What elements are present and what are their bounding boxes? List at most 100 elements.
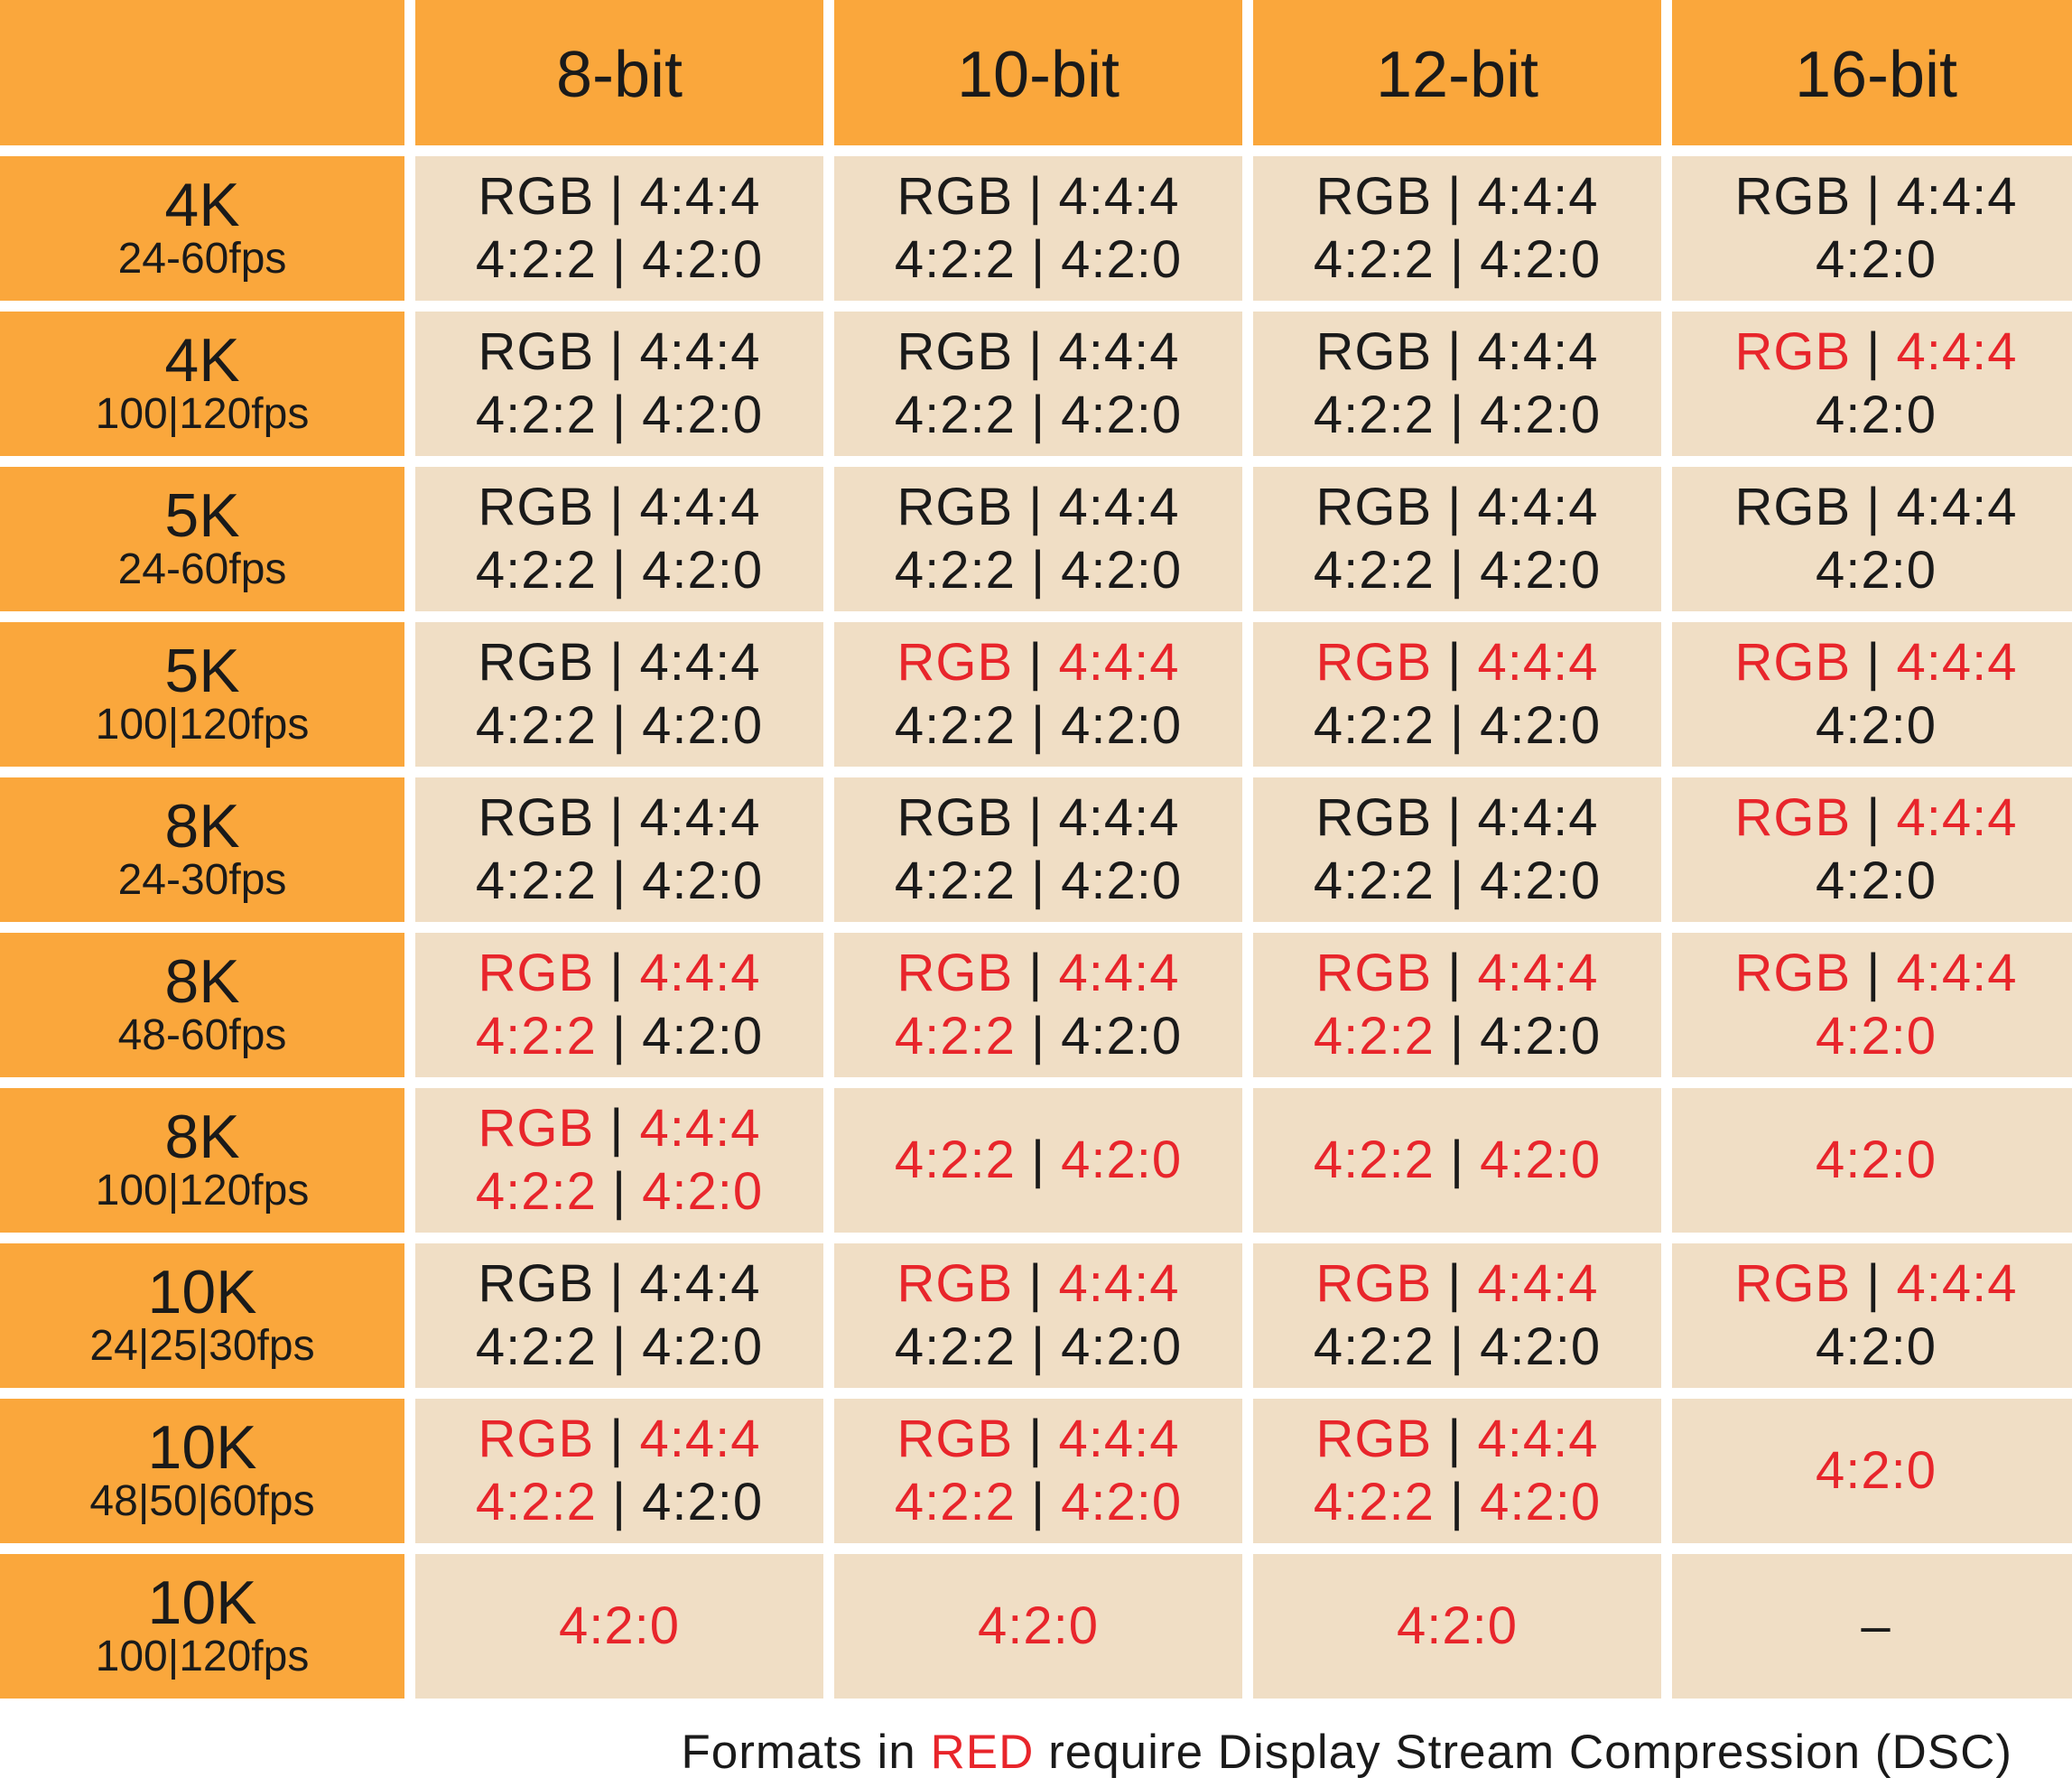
format-text: RGB | 4:4:4 <box>897 322 1180 381</box>
format-text-dsc: 4:2:2 <box>1313 1131 1435 1189</box>
format-text-dsc: 4:2:2 <box>894 1007 1016 1066</box>
format-cell-8-bit: RGB | 4:4:4 4:2:2 | 4:2:0 <box>415 622 823 767</box>
format-line: 4:2:2 | 4:2:0 <box>895 694 1182 758</box>
format-text-dsc: RGB <box>897 633 1014 692</box>
format-text: | <box>596 1162 643 1221</box>
format-cell-12-bit: 4:2:2 | 4:2:0 <box>1253 1088 1661 1233</box>
format-line: 4:2:2 | 4:2:0 <box>895 384 1182 447</box>
format-cell-10-bit: 4:2:0 <box>834 1554 1242 1699</box>
format-line: RGB | 4:4:4 <box>897 321 1180 384</box>
format-cell-10-bit: RGB | 4:4:4 4:2:2 | 4:2:0 <box>834 1243 1242 1388</box>
format-line: 4:2:2 | 4:2:0 <box>895 1005 1182 1068</box>
format-text: RGB | 4:4:4 <box>478 1254 761 1313</box>
format-text-dsc: RGB <box>897 1254 1014 1313</box>
format-text-dsc: 4:4:4 <box>1896 788 2018 847</box>
format-text: 4:2:2 | 4:2:0 <box>475 541 764 600</box>
format-line: 4:2:2 | 4:2:0 <box>476 1316 763 1379</box>
format-text: RGB | 4:4:4 <box>897 788 1180 847</box>
format-text-dsc: RGB <box>1315 1410 1433 1468</box>
format-cell-12-bit: RGB | 4:4:4 4:2:2 | 4:2:0 <box>1253 1399 1661 1543</box>
format-text: 4:2:2 | 4:2:0 <box>1313 541 1602 600</box>
format-line: RGB | 4:4:4 <box>1316 1408 1599 1471</box>
format-cell-16-bit: RGB | 4:4:4 4:2:0 <box>1672 622 2072 767</box>
format-line: RGB | 4:4:4 <box>897 786 1180 850</box>
format-text: | <box>594 1099 640 1158</box>
format-cell-16-bit: – <box>1672 1554 2072 1699</box>
format-text: | 4:2:0 <box>1015 1007 1183 1066</box>
format-line: RGB | 4:4:4 <box>897 165 1180 228</box>
format-line: RGB | 4:4:4 <box>479 942 761 1005</box>
format-line: 4:2:2 | 4:2:0 <box>476 1471 763 1534</box>
format-line: 4:2:2 | 4:2:0 <box>1314 384 1601 447</box>
format-cell-8-bit: RGB | 4:4:4 4:2:2 | 4:2:0 <box>415 467 823 611</box>
format-line: 4:2:2 | 4:2:0 <box>895 1129 1182 1192</box>
format-cell-12-bit: RGB | 4:4:4 4:2:2 | 4:2:0 <box>1253 156 1661 301</box>
format-text: RGB | 4:4:4 <box>1315 167 1599 226</box>
format-text: RGB | 4:4:4 <box>1734 478 2018 536</box>
format-text-dsc: 4:2:0 <box>1061 1473 1183 1531</box>
format-text-dsc: 4:4:4 <box>1477 1410 1599 1468</box>
format-text-dsc: 4:4:4 <box>1896 1254 2018 1313</box>
format-cell-10-bit: RGB | 4:4:4 4:2:2 | 4:2:0 <box>834 312 1242 456</box>
row-framerate: 24|25|30fps <box>89 1322 315 1370</box>
format-cell-10-bit: RGB | 4:4:4 4:2:2 | 4:2:0 <box>834 156 1242 301</box>
format-cell-16-bit: 4:2:0 <box>1672 1088 2072 1233</box>
format-text-dsc: 4:4:4 <box>1058 1254 1180 1313</box>
format-text: | 4:2:0 <box>596 1007 764 1066</box>
format-text-dsc: 4:4:4 <box>639 944 761 1002</box>
format-text: 4:2:2 | 4:2:0 <box>894 541 1183 600</box>
row-header: 8K 100|120fps <box>0 1088 404 1233</box>
format-text-dsc: RGB <box>897 944 1014 1002</box>
format-text: 4:2:0 <box>1816 1317 1937 1376</box>
format-text: 4:2:2 | 4:2:0 <box>475 852 764 910</box>
format-line: 4:2:2 | 4:2:0 <box>476 1005 763 1068</box>
format-line: RGB | 4:4:4 <box>1316 942 1599 1005</box>
format-line: RGB | 4:4:4 <box>479 1408 761 1471</box>
format-cell-8-bit: 4:2:0 <box>415 1554 823 1699</box>
format-line: 4:2:2 | 4:2:0 <box>476 384 763 447</box>
format-text: | <box>1013 944 1059 1002</box>
format-text: | <box>1015 1131 1062 1189</box>
row-header: 4K 100|120fps <box>0 312 404 456</box>
format-text: RGB | 4:4:4 <box>478 478 761 536</box>
format-line: 4:2:2 | 4:2:0 <box>476 850 763 913</box>
format-line: RGB | 4:4:4 <box>1316 786 1599 850</box>
row-framerate: 48|50|60fps <box>89 1477 315 1525</box>
format-line: 4:2:2 | 4:2:0 <box>895 1471 1182 1534</box>
format-text-dsc: 4:4:4 <box>1477 633 1599 692</box>
format-text-dsc: 4:2:0 <box>1480 1473 1602 1531</box>
format-text-dsc: 4:2:0 <box>559 1596 680 1655</box>
format-line: RGB | 4:4:4 <box>479 165 761 228</box>
format-cell-8-bit: RGB | 4:4:4 4:2:2 | 4:2:0 <box>415 777 823 922</box>
format-line: 4:2:0 <box>1816 539 1937 602</box>
format-support-table: 8-bit 10-bit 12-bit 16-bit 4K 24-60fps RGB… <box>0 0 2072 1699</box>
format-line: RGB | 4:4:4 <box>479 1097 761 1160</box>
format-line: 4:2:2 | 4:2:0 <box>476 228 763 292</box>
format-line: 4:2:2 | 4:2:0 <box>1314 228 1601 292</box>
format-line: 4:2:0 <box>1816 1129 1937 1192</box>
format-line: 4:2:2 | 4:2:0 <box>476 539 763 602</box>
format-line: 4:2:2 | 4:2:0 <box>476 1160 763 1224</box>
row-framerate: 24-60fps <box>117 235 287 283</box>
row-header: 4K 24-60fps <box>0 156 404 301</box>
format-text: 4:2:2 | 4:2:0 <box>894 230 1183 289</box>
format-text-dsc: 4:2:0 <box>642 1162 764 1221</box>
format-cell-10-bit: 4:2:2 | 4:2:0 <box>834 1088 1242 1233</box>
format-line: 4:2:2 | 4:2:0 <box>895 228 1182 292</box>
format-text-dsc: 4:2:0 <box>1816 1007 1937 1066</box>
format-text: | <box>1013 1410 1059 1468</box>
format-line: 4:2:0 <box>1816 850 1937 913</box>
format-text: | <box>1851 944 1897 1002</box>
format-text: 4:2:2 | 4:2:0 <box>894 852 1183 910</box>
format-cell-16-bit: RGB | 4:4:4 4:2:0 <box>1672 312 2072 456</box>
format-text-dsc: 4:2:2 <box>475 1162 597 1221</box>
format-line: 4:2:0 <box>1816 228 1937 292</box>
format-cell-10-bit: RGB | 4:4:4 4:2:2 | 4:2:0 <box>834 1399 1242 1543</box>
format-text: 4:2:2 | 4:2:0 <box>475 230 764 289</box>
format-text-dsc: 4:4:4 <box>1896 633 2018 692</box>
row-framerate: 100|120fps <box>95 701 310 749</box>
format-text: | <box>1013 1254 1059 1313</box>
format-text: RGB | 4:4:4 <box>1315 322 1599 381</box>
format-line: RGB | 4:4:4 <box>1735 942 2018 1005</box>
format-cell-8-bit: RGB | 4:4:4 4:2:2 | 4:2:0 <box>415 1399 823 1543</box>
